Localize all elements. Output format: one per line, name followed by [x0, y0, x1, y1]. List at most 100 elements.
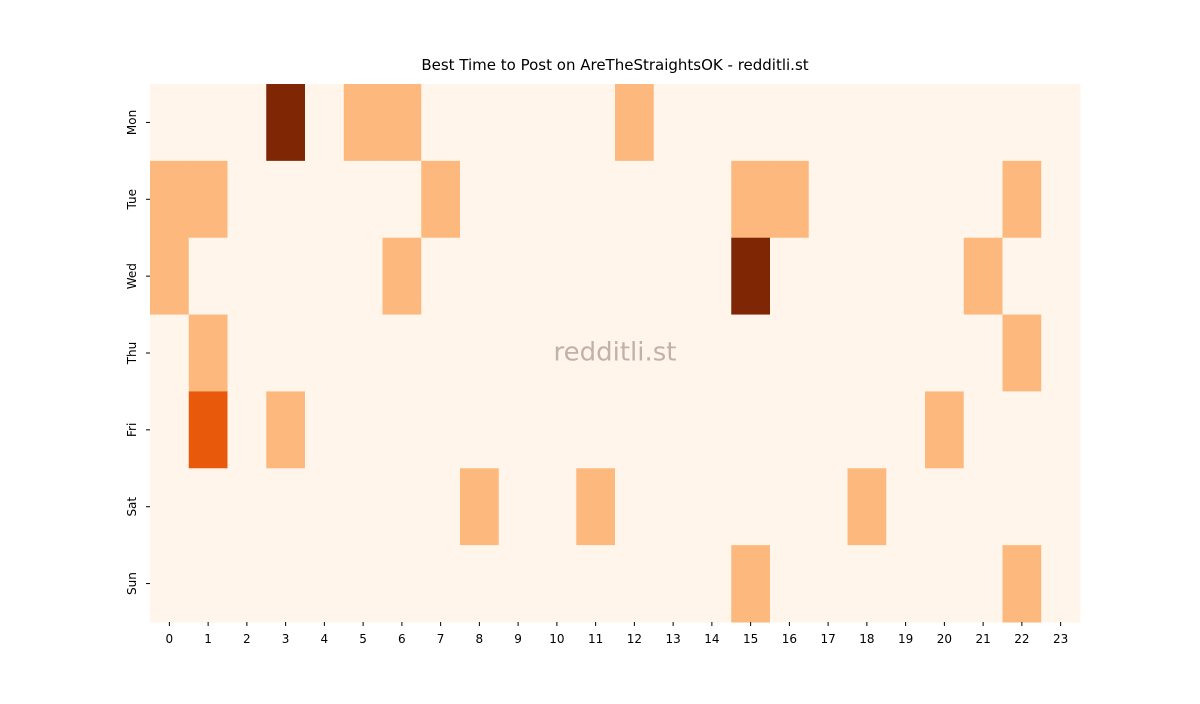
heatmap-cell	[150, 84, 190, 162]
heatmap-cell	[963, 468, 1003, 546]
heatmap-cell	[266, 314, 306, 392]
heatmap-cell	[498, 84, 538, 162]
heatmap-cell	[692, 160, 732, 239]
x-tick-label: 11	[588, 632, 603, 646]
heatmap-cell	[305, 84, 345, 162]
heatmap-cell	[615, 314, 655, 392]
heatmap-cell	[1002, 468, 1042, 546]
heatmap-cell	[421, 160, 461, 239]
heatmap-cell	[1041, 84, 1081, 162]
heatmap-cell	[770, 314, 810, 392]
heatmap-cell	[460, 545, 500, 623]
heatmap-cell	[808, 391, 848, 469]
heatmap-cell	[498, 314, 538, 392]
y-tick-label: Sat	[125, 497, 139, 517]
heatmap-cell	[770, 545, 810, 623]
heatmap-cell	[227, 314, 267, 392]
x-tick-label: 16	[782, 632, 797, 646]
heatmap-cell	[731, 160, 771, 239]
heatmap-cell	[382, 545, 422, 623]
heatmap-cell	[227, 237, 267, 316]
x-tick-label: 23	[1053, 632, 1068, 646]
y-tick-label: Mon	[125, 110, 139, 135]
heatmap-cell	[615, 545, 655, 623]
heatmap-cell	[770, 160, 810, 239]
heatmap-cell	[886, 391, 926, 469]
heatmap-cell	[963, 160, 1003, 239]
heatmap-cell	[576, 84, 616, 162]
heatmap-cell	[1041, 468, 1081, 546]
x-tick-label: 6	[398, 632, 406, 646]
heatmap-cell	[188, 314, 228, 392]
x-tick-label: 14	[704, 632, 719, 646]
heatmap-cell	[1002, 84, 1042, 162]
heatmap-cell	[731, 84, 771, 162]
heatmap-cell	[576, 237, 616, 316]
heatmap-cell	[188, 160, 228, 239]
heatmap-cell	[305, 314, 345, 392]
heatmap-cell	[770, 84, 810, 162]
heatmap-cell	[847, 545, 887, 623]
heatmap-cell	[886, 468, 926, 546]
heatmap-cell	[1002, 314, 1042, 392]
x-tick-label: 15	[743, 632, 758, 646]
x-tick-label: 12	[627, 632, 642, 646]
heatmap-cell	[615, 84, 655, 162]
heatmap-cell	[537, 545, 577, 623]
heatmap-cell	[498, 391, 538, 469]
heatmap-cell	[963, 84, 1003, 162]
heatmap-cell	[653, 391, 693, 469]
x-tick-label: 1	[204, 632, 212, 646]
heatmap-cell	[305, 160, 345, 239]
heatmap-cell	[537, 314, 577, 392]
heatmap-cell	[460, 237, 500, 316]
heatmap-cell	[925, 468, 965, 546]
heatmap-cell	[808, 468, 848, 546]
heatmap-cell	[925, 84, 965, 162]
heatmap-cell	[498, 237, 538, 316]
heatmap-cell	[886, 237, 926, 316]
heatmap-cell	[150, 237, 190, 316]
y-tick-label: Tue	[125, 189, 139, 211]
heatmap-cell	[343, 160, 383, 239]
heatmap-cell	[460, 468, 500, 546]
heatmap-cell	[188, 237, 228, 316]
heatmap-cell	[343, 468, 383, 546]
heatmap-cell	[460, 391, 500, 469]
heatmap-cell	[343, 545, 383, 623]
heatmap-cell	[150, 391, 190, 469]
heatmap-cell	[1041, 237, 1081, 316]
heatmap-cell	[576, 468, 616, 546]
heatmap-cell	[615, 468, 655, 546]
heatmap-cell	[886, 160, 926, 239]
y-tick-label: Sun	[125, 572, 139, 595]
heatmap-cell	[266, 84, 306, 162]
heatmap-cell	[615, 237, 655, 316]
heatmap-cell	[692, 84, 732, 162]
x-tick-label: 4	[321, 632, 329, 646]
x-tick-label: 20	[937, 632, 952, 646]
heatmap-cell	[770, 391, 810, 469]
heatmap-cell	[421, 314, 461, 392]
heatmap-cell	[692, 314, 732, 392]
heatmap-cell	[266, 160, 306, 239]
heatmap-cell	[925, 314, 965, 392]
heatmap-cell	[382, 84, 422, 162]
heatmap-cell	[1041, 545, 1081, 623]
x-tick-label: 19	[898, 632, 913, 646]
heatmap-cell	[150, 468, 190, 546]
heatmap-cell	[460, 160, 500, 239]
heatmap-cell	[808, 237, 848, 316]
heatmap-cell	[305, 468, 345, 546]
heatmap-cell	[963, 237, 1003, 316]
heatmap-cell	[963, 545, 1003, 623]
heatmap-cell	[421, 391, 461, 469]
heatmap-cell	[421, 237, 461, 316]
chart-title: Best Time to Post on AreTheStraightsOK -…	[421, 56, 808, 74]
heatmap-cell	[227, 468, 267, 546]
heatmap-cell	[150, 314, 190, 392]
heatmap-cell	[692, 391, 732, 469]
heatmap-cell	[150, 160, 190, 239]
x-tick-label: 13	[665, 632, 680, 646]
